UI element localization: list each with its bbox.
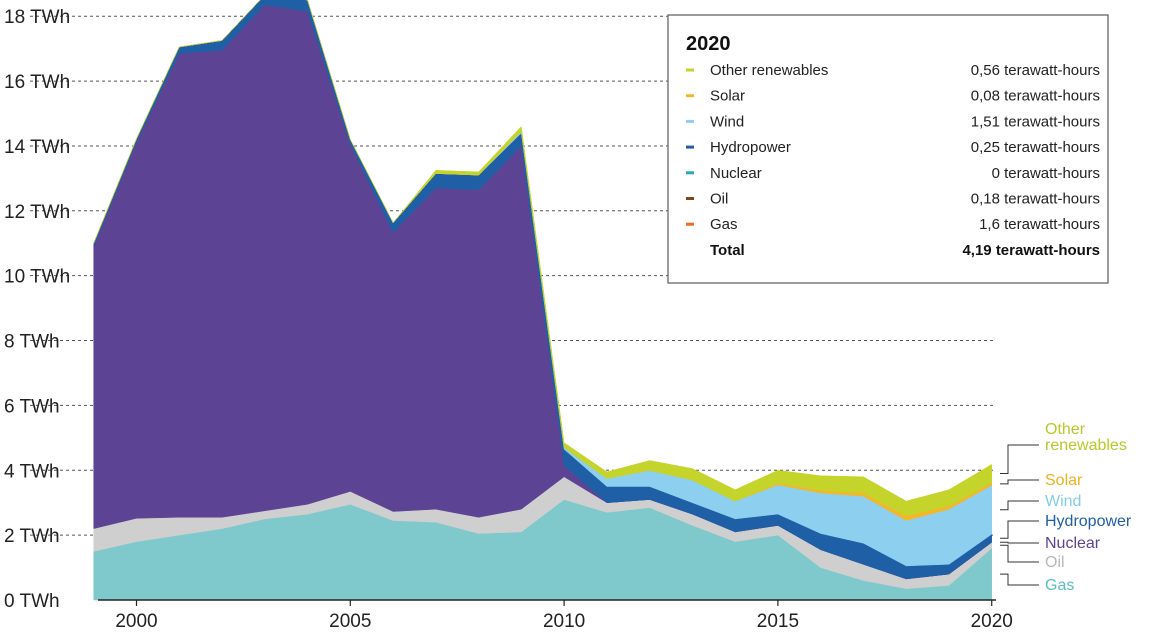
legend-total-value: 4,19 terawatt-hours [962, 242, 1100, 259]
legend-label-other-renewables: Other renewables [710, 62, 828, 79]
legend-value-nuclear: 0 terawatt-hours [992, 165, 1100, 182]
legend-label-hydropower: Hydropower [710, 139, 791, 156]
area-series [93, 0, 992, 601]
x-tick-label: 2000 [115, 611, 157, 631]
end-label-connector-gas [1000, 573, 1039, 586]
x-tick-label: 2005 [329, 611, 371, 631]
legend-title: 2020 [686, 33, 731, 55]
end-label-other-renewables: renewables [1045, 437, 1127, 454]
legend-value-hydropower: 0,25 terawatt-hours [971, 139, 1100, 156]
legend-value-wind: 1,51 terawatt-hours [971, 113, 1100, 130]
end-label-gas: Gas [1045, 577, 1074, 594]
end-label-nuclear: Nuclear [1045, 535, 1101, 552]
end-label-hydropower: Hydropower [1045, 513, 1132, 530]
y-tick-label: 6 TWh [4, 396, 60, 417]
y-tick-label: 18 TWh [4, 7, 70, 28]
y-tick-label: 0 TWh [4, 591, 60, 612]
legend-label-oil: Oil [710, 191, 728, 208]
y-tick-label: 14 TWh [4, 137, 70, 158]
axes: 0 TWh 2 TWh 4 TWh 6 TWh 8 TWh 10 TWh 12 TWh 14 … [4, 7, 1013, 632]
end-label-wind: Wind [1045, 493, 1081, 510]
x-tick-label: 2020 [971, 611, 1013, 631]
end-label-connector-other-renewables [1000, 444, 1039, 474]
end-label-connector-solar [1000, 479, 1039, 485]
x-tick-label: 2010 [543, 611, 585, 631]
legend-label-gas: Gas [710, 216, 738, 233]
y-tick-label: 4 TWh [4, 461, 60, 482]
legend-box: 2020 Other renewables 0,56 terawatt-hours S… [667, 14, 1109, 284]
legend-frame [667, 14, 1109, 284]
area-other-renewables [93, 0, 992, 516]
end-label-connector-wind [1000, 500, 1039, 511]
legend-total-label: Total [710, 242, 745, 259]
y-tick-label: 8 TWh [4, 332, 60, 353]
y-tick-label: 2 TWh [4, 526, 60, 547]
y-tick-label: 10 TWh [4, 267, 70, 288]
end-label-connector-hydropower [1000, 520, 1039, 539]
legend-label-solar: Solar [710, 88, 745, 105]
legend-label-nuclear: Nuclear [710, 165, 762, 182]
x-tick-label: 2015 [757, 611, 799, 631]
y-tick-label: 16 TWh [4, 72, 70, 93]
y-tick-label: 12 TWh [4, 202, 70, 223]
end-label-other-renewables: Other [1045, 421, 1086, 438]
legend-label-wind: Wind [710, 113, 744, 130]
end-label-connector-oil [1000, 544, 1039, 563]
end-label-oil: Oil [1045, 554, 1065, 571]
legend-value-other-renewables: 0,56 terawatt-hours [971, 62, 1100, 79]
end-label-solar: Solar [1045, 472, 1083, 489]
legend-value-solar: 0,08 terawatt-hours [971, 88, 1100, 105]
end-label-connector-nuclear [1000, 541, 1039, 544]
legend-value-oil: 0,18 terawatt-hours [971, 191, 1100, 208]
legend-value-gas: 1,6 terawatt-hours [979, 216, 1100, 233]
